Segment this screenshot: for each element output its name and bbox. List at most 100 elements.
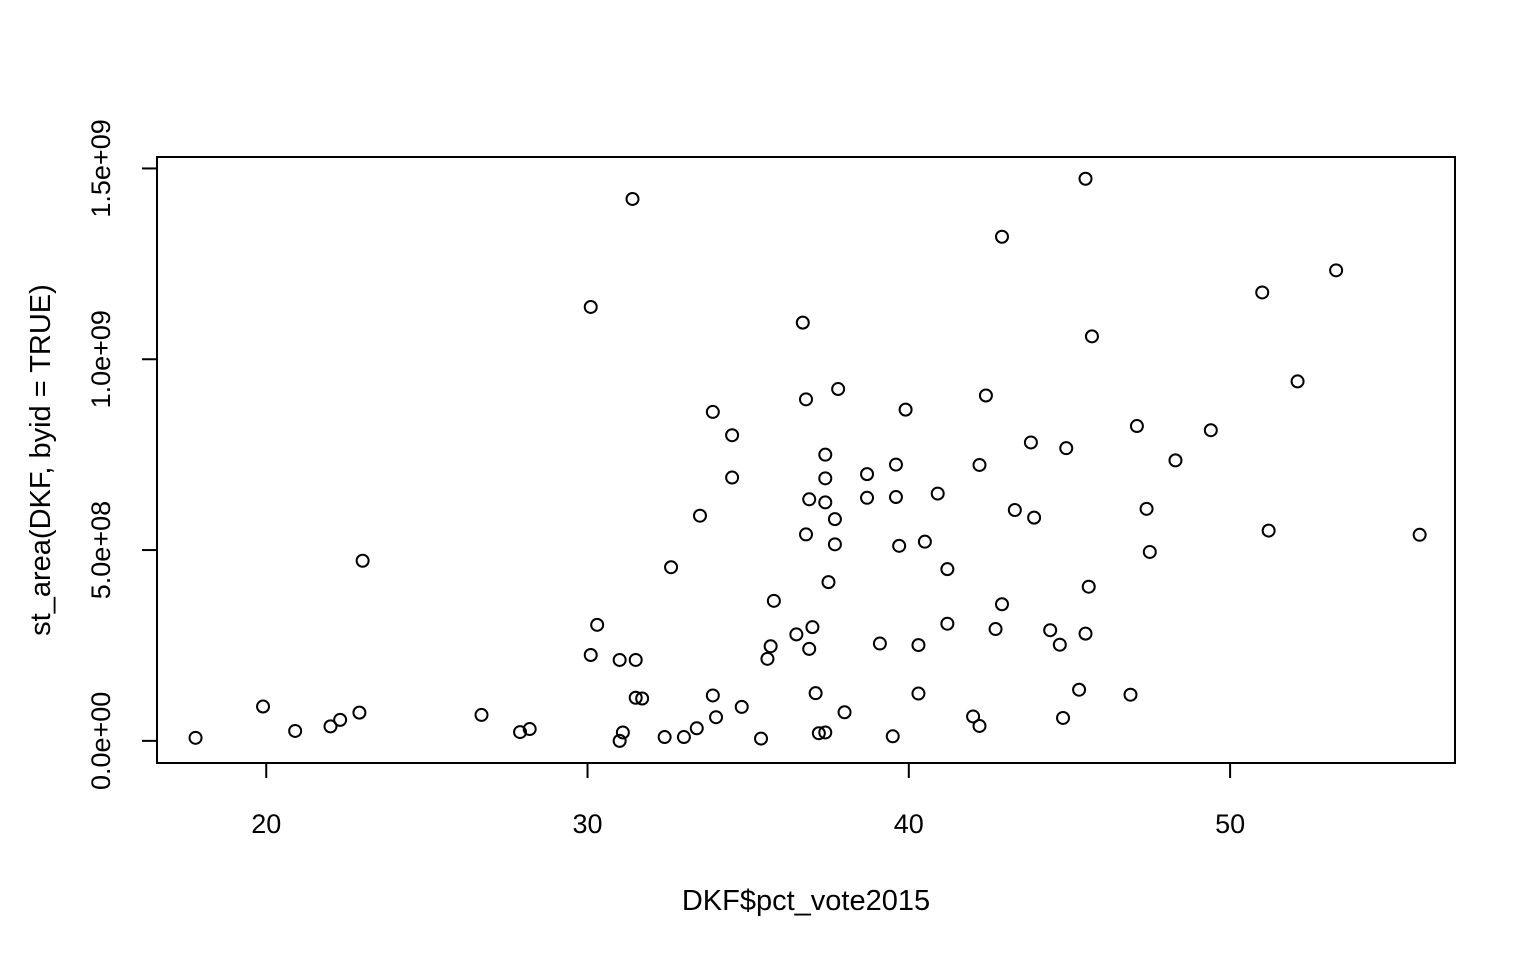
x-tick-label: 40 — [894, 809, 924, 839]
data-point — [352, 705, 367, 720]
data-point — [1043, 623, 1058, 638]
data-point — [940, 616, 955, 631]
data-point — [802, 641, 817, 656]
data-point — [1052, 637, 1067, 652]
data-point — [789, 627, 804, 642]
data-point — [831, 382, 846, 397]
data-point — [754, 731, 769, 746]
data-point — [1261, 523, 1276, 538]
data-point — [1072, 682, 1087, 697]
data-point — [583, 648, 598, 663]
data-point — [966, 709, 981, 724]
data-point — [1081, 579, 1096, 594]
data-point — [805, 620, 820, 635]
data-point — [333, 712, 348, 727]
data-point — [802, 492, 817, 507]
data-point — [705, 404, 720, 419]
data-point — [705, 688, 720, 703]
data-point — [590, 617, 605, 632]
data-point — [872, 636, 887, 651]
data-point — [994, 229, 1009, 244]
y-tick-label: 5.0e+08 — [86, 501, 116, 599]
data-point — [676, 730, 691, 745]
data-point — [799, 527, 813, 542]
data-point — [323, 719, 338, 734]
data-point — [625, 191, 640, 206]
data-point — [1329, 263, 1344, 278]
data-point — [583, 299, 598, 314]
data-point — [860, 467, 875, 482]
data-point — [725, 428, 740, 443]
data-point — [821, 575, 836, 590]
data-point — [188, 730, 203, 745]
data-point — [628, 690, 643, 705]
data-point — [860, 490, 875, 505]
data-point — [988, 622, 1003, 637]
data-point — [898, 402, 913, 417]
data-point — [1290, 374, 1305, 389]
data-point — [1023, 435, 1038, 450]
data-point — [766, 593, 781, 608]
data-point — [1255, 285, 1270, 300]
data-point — [628, 652, 643, 667]
data-point — [818, 471, 833, 486]
data-point — [930, 486, 945, 501]
data-point — [1007, 502, 1022, 517]
data-point — [734, 699, 749, 714]
data-point — [355, 553, 370, 568]
data-point — [827, 512, 842, 527]
data-point — [709, 710, 724, 725]
x-tick-label: 30 — [573, 809, 603, 839]
data-point — [1056, 710, 1071, 725]
y-tick-label: 1.0e+09 — [86, 310, 116, 408]
data-point — [689, 721, 704, 736]
y-tick-label: 1.5e+09 — [86, 119, 116, 217]
data-point — [1078, 171, 1093, 186]
data-point — [513, 725, 528, 740]
data-point — [1203, 423, 1218, 438]
x-axis-label: DKF$pct_vote2015 — [682, 885, 930, 917]
data-point — [978, 388, 993, 403]
data-point — [1027, 510, 1042, 525]
data-point — [1059, 441, 1074, 456]
data-point — [1078, 626, 1093, 641]
data-point — [888, 457, 903, 472]
data-point — [612, 733, 627, 748]
data-point — [892, 538, 907, 553]
data-point — [1168, 453, 1183, 468]
data-point — [1129, 419, 1144, 434]
data-point — [635, 691, 650, 706]
data-point — [808, 686, 823, 701]
data-point — [818, 725, 833, 740]
data-point — [1123, 687, 1138, 702]
data-point — [474, 707, 489, 722]
data-point — [657, 730, 672, 745]
y-axis-label: st_area(DKF, byid = TRUE) — [25, 284, 57, 636]
data-point — [725, 470, 740, 485]
data-point — [1142, 544, 1157, 559]
data-point — [940, 562, 955, 577]
data-point — [612, 652, 627, 667]
data-point — [1412, 527, 1427, 542]
x-axis: 20 30 40 50 — [251, 762, 1245, 839]
data-point — [972, 457, 987, 472]
data-point — [818, 447, 833, 462]
x-tick-label: 50 — [1215, 809, 1245, 839]
data-point — [1139, 501, 1154, 516]
data-point — [692, 508, 707, 523]
data-point — [795, 315, 810, 330]
data-point — [1084, 329, 1099, 344]
x-tick-label: 20 — [251, 809, 281, 839]
data-point — [972, 718, 987, 733]
data-point — [837, 705, 852, 720]
data-point — [818, 495, 833, 510]
data-point — [288, 723, 303, 738]
data-points — [188, 171, 1427, 748]
data-point — [522, 722, 537, 737]
data-point — [885, 729, 900, 744]
data-point — [811, 726, 826, 741]
data-point — [256, 699, 271, 714]
data-point — [917, 534, 932, 549]
